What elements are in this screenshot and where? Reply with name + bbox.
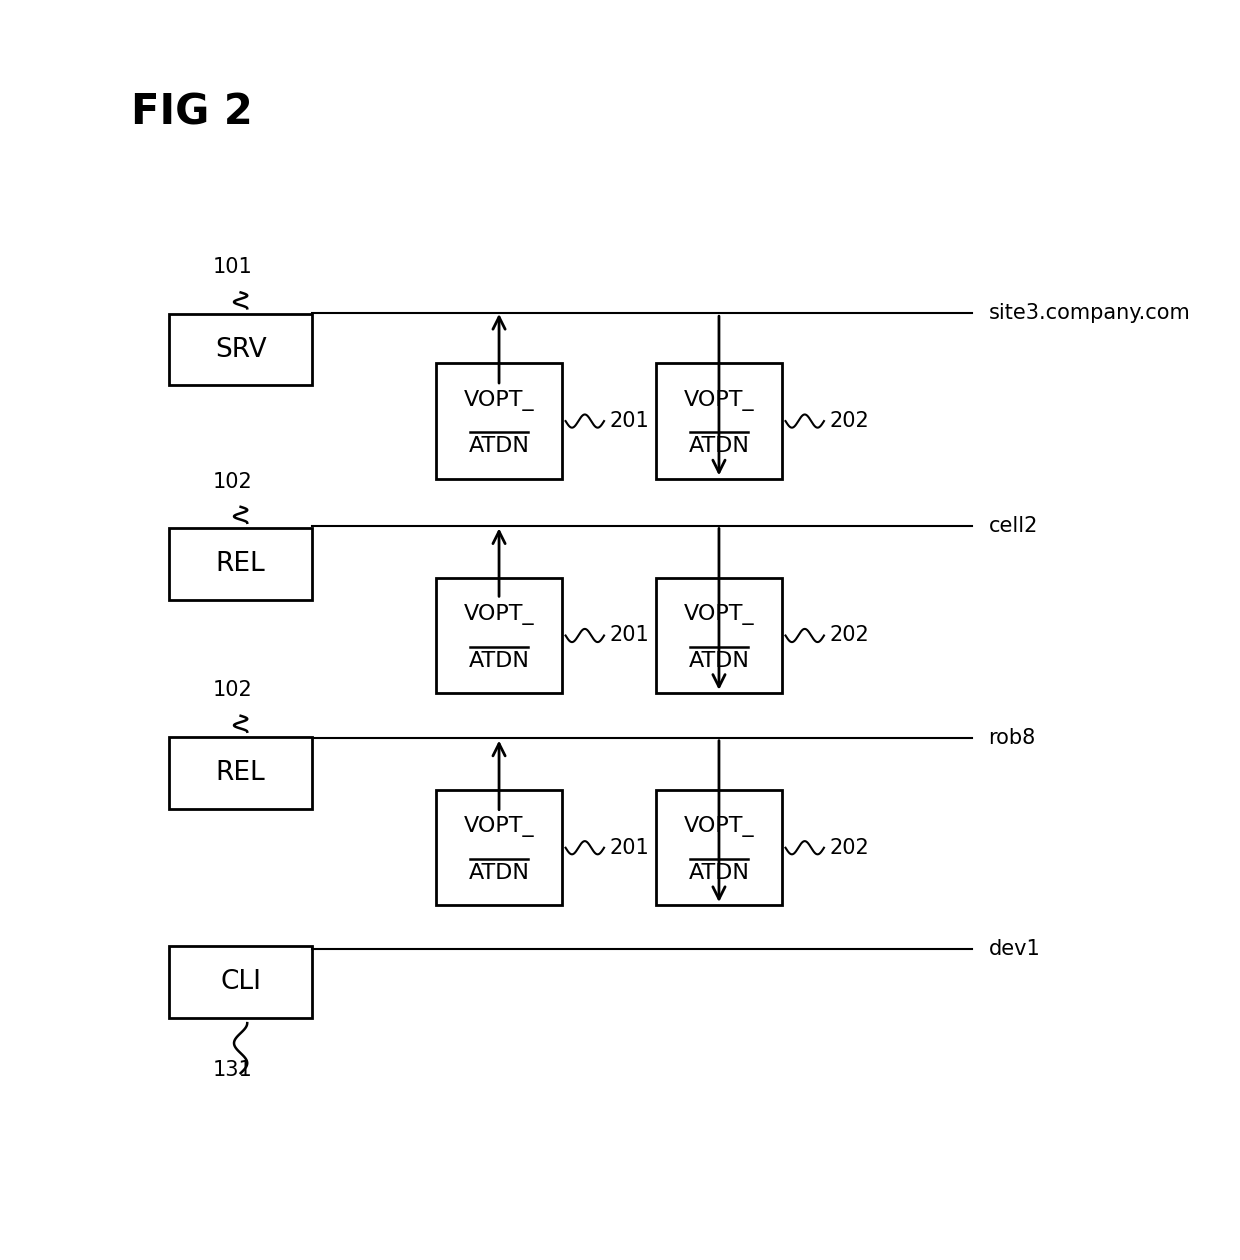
Text: 131: 131 [213,1060,253,1080]
Text: ATDN: ATDN [688,651,749,670]
Text: 101: 101 [213,257,253,277]
Text: 201: 201 [610,411,650,431]
Bar [656,790,782,906]
Text: ATDN: ATDN [688,863,749,883]
Text: 201: 201 [610,838,650,858]
Text: 102: 102 [213,471,253,491]
Text: VOPT_: VOPT_ [683,389,754,411]
Bar [169,946,312,1018]
Text: REL: REL [216,760,265,786]
Text: ATDN: ATDN [469,436,529,456]
Bar [435,578,562,693]
Bar [656,363,782,479]
Text: VOPT_: VOPT_ [683,605,754,625]
Text: 202: 202 [830,411,869,431]
Text: CLI: CLI [221,969,262,995]
Text: site3.company.com: site3.company.com [988,304,1190,324]
Text: 102: 102 [213,680,253,701]
Text: VOPT_: VOPT_ [464,605,534,625]
Bar [656,578,782,693]
Bar [435,363,562,479]
Text: SRV: SRV [215,336,267,363]
Text: rob8: rob8 [988,728,1035,747]
Bar [169,737,312,809]
Text: VOPT_: VOPT_ [464,816,534,838]
Bar [169,528,312,600]
Text: VOPT_: VOPT_ [464,389,534,411]
Text: ATDN: ATDN [469,651,529,670]
Text: 202: 202 [830,838,869,858]
Bar [435,790,562,906]
Text: VOPT_: VOPT_ [683,816,754,838]
Text: 202: 202 [830,625,869,645]
Text: ATDN: ATDN [688,436,749,456]
Text: dev1: dev1 [988,939,1040,959]
Bar [169,314,312,386]
Text: cell2: cell2 [988,515,1038,535]
Text: REL: REL [216,551,265,577]
Text: 201: 201 [610,625,650,645]
Text: FIG 2: FIG 2 [130,91,253,134]
Text: ATDN: ATDN [469,863,529,883]
